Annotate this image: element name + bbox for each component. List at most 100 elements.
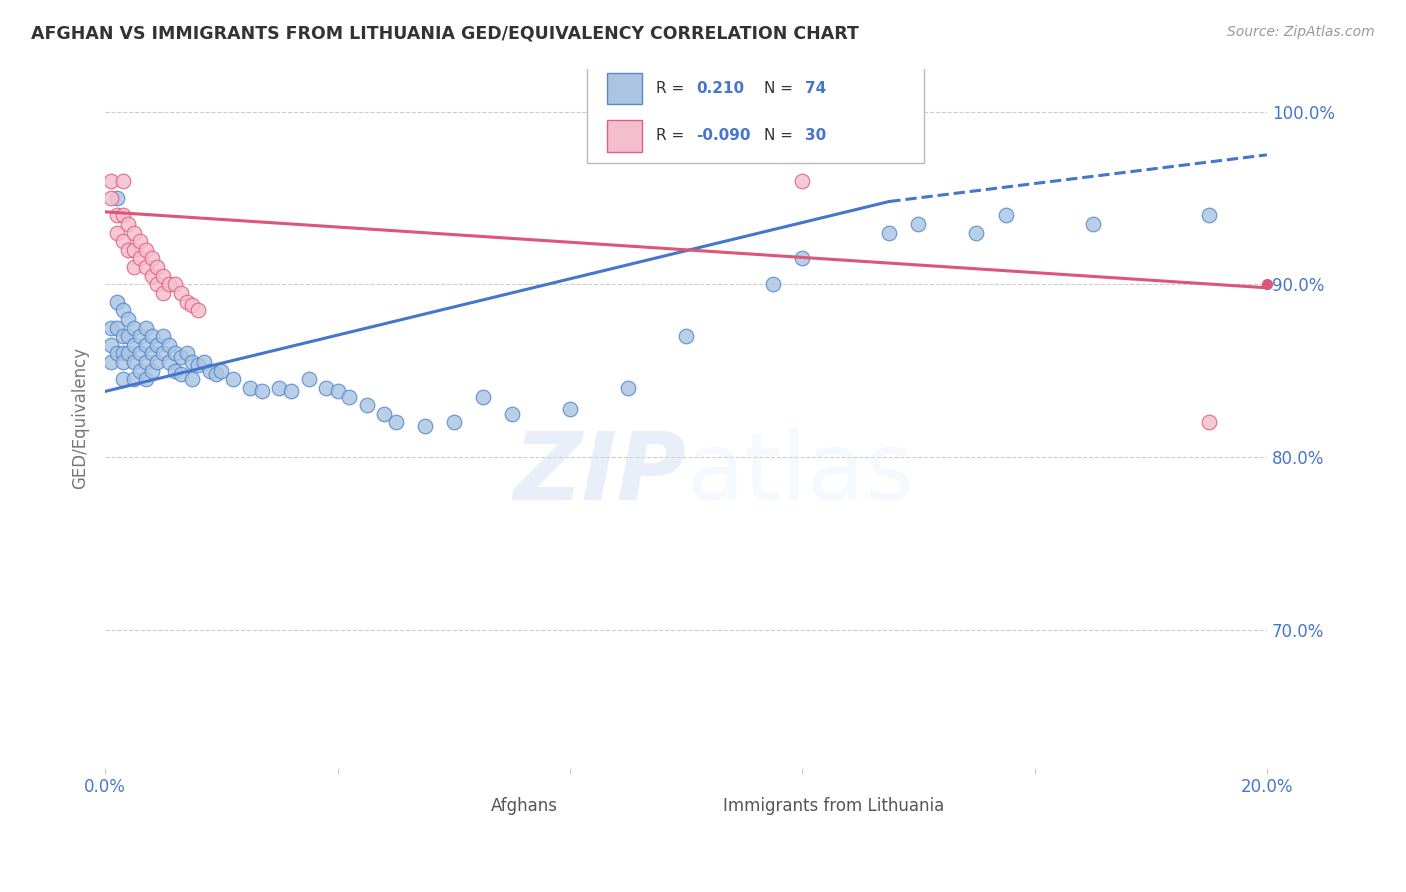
Point <box>146 338 169 352</box>
Point <box>198 364 221 378</box>
Point <box>141 252 163 266</box>
Point <box>209 364 232 378</box>
Point <box>141 329 163 343</box>
Point <box>100 338 122 352</box>
Point <box>129 252 152 266</box>
FancyBboxPatch shape <box>449 797 481 819</box>
Point <box>135 355 157 369</box>
FancyBboxPatch shape <box>607 120 643 152</box>
Point <box>994 208 1017 222</box>
Point <box>187 303 209 318</box>
Point <box>558 401 581 416</box>
Point <box>129 329 152 343</box>
Point <box>152 346 174 360</box>
Point <box>152 285 174 300</box>
Point <box>163 277 186 292</box>
Point <box>129 346 152 360</box>
Point <box>146 355 169 369</box>
FancyBboxPatch shape <box>607 73 643 104</box>
Point <box>792 174 814 188</box>
Point <box>117 311 139 326</box>
Point <box>105 208 128 222</box>
Point <box>170 350 193 364</box>
Point <box>373 407 395 421</box>
Point <box>966 226 988 240</box>
Text: atlas: atlas <box>686 428 914 520</box>
Point <box>141 346 163 360</box>
Point <box>879 226 901 240</box>
Point <box>1081 217 1104 231</box>
Point <box>337 390 360 404</box>
Text: -0.090: -0.090 <box>696 128 751 144</box>
Point <box>471 390 494 404</box>
Point <box>146 277 169 292</box>
Text: 74: 74 <box>804 81 825 96</box>
Point <box>117 329 139 343</box>
Point <box>907 217 929 231</box>
Point <box>111 372 134 386</box>
Point <box>105 226 128 240</box>
Point <box>141 364 163 378</box>
Point <box>135 320 157 334</box>
Point <box>501 407 523 421</box>
Point <box>181 298 204 312</box>
Point <box>163 346 186 360</box>
Point <box>111 234 134 248</box>
Point <box>1198 416 1220 430</box>
Point <box>250 384 273 399</box>
Point <box>170 285 193 300</box>
Point <box>111 346 134 360</box>
Point <box>105 294 128 309</box>
Point <box>792 252 814 266</box>
Text: 0.210: 0.210 <box>696 81 745 96</box>
Text: N =: N = <box>763 128 797 144</box>
Point <box>187 359 209 373</box>
Point <box>111 329 134 343</box>
Point <box>384 416 406 430</box>
Point <box>617 381 640 395</box>
Point <box>204 367 226 381</box>
FancyBboxPatch shape <box>681 797 713 819</box>
Y-axis label: GED/Equivalency: GED/Equivalency <box>72 347 89 489</box>
Point <box>413 418 436 433</box>
Point <box>100 174 122 188</box>
Text: 30: 30 <box>804 128 825 144</box>
Point <box>100 320 122 334</box>
Point <box>129 364 152 378</box>
Point <box>122 243 145 257</box>
Point <box>762 277 785 292</box>
Point <box>117 346 139 360</box>
Point <box>111 303 134 318</box>
Point <box>117 243 139 257</box>
Point <box>269 381 291 395</box>
Point <box>122 338 145 352</box>
Point <box>675 329 697 343</box>
Text: Source: ZipAtlas.com: Source: ZipAtlas.com <box>1227 25 1375 39</box>
Point <box>122 372 145 386</box>
Point <box>239 381 262 395</box>
Text: AFGHAN VS IMMIGRANTS FROM LITHUANIA GED/EQUIVALENCY CORRELATION CHART: AFGHAN VS IMMIGRANTS FROM LITHUANIA GED/… <box>31 25 859 43</box>
Point <box>129 234 152 248</box>
Point <box>297 372 319 386</box>
Point <box>105 191 128 205</box>
Point <box>146 260 169 274</box>
Point <box>157 277 180 292</box>
Point <box>443 416 465 430</box>
Point <box>122 355 145 369</box>
Point <box>135 260 157 274</box>
Point <box>111 174 134 188</box>
Point <box>222 372 245 386</box>
Point <box>122 226 145 240</box>
Text: Immigrants from Lithuania: Immigrants from Lithuania <box>723 797 945 815</box>
Text: R =: R = <box>655 81 689 96</box>
Text: ZIP: ZIP <box>513 428 686 520</box>
Point <box>105 320 128 334</box>
Point <box>1198 208 1220 222</box>
Point <box>315 381 337 395</box>
Point <box>152 329 174 343</box>
Point <box>326 384 349 399</box>
Point <box>157 355 180 369</box>
Point <box>135 338 157 352</box>
Point <box>122 260 145 274</box>
Point <box>181 372 204 386</box>
